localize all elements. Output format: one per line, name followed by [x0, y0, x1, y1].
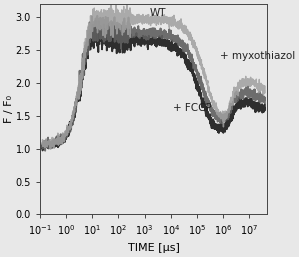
Text: + myxothiazol: + myxothiazol: [220, 51, 296, 61]
Y-axis label: F / F₀: F / F₀: [4, 95, 14, 123]
Text: + FCCP: + FCCP: [173, 103, 212, 113]
X-axis label: TIME [μs]: TIME [μs]: [128, 243, 180, 253]
Text: WT: WT: [149, 8, 166, 18]
